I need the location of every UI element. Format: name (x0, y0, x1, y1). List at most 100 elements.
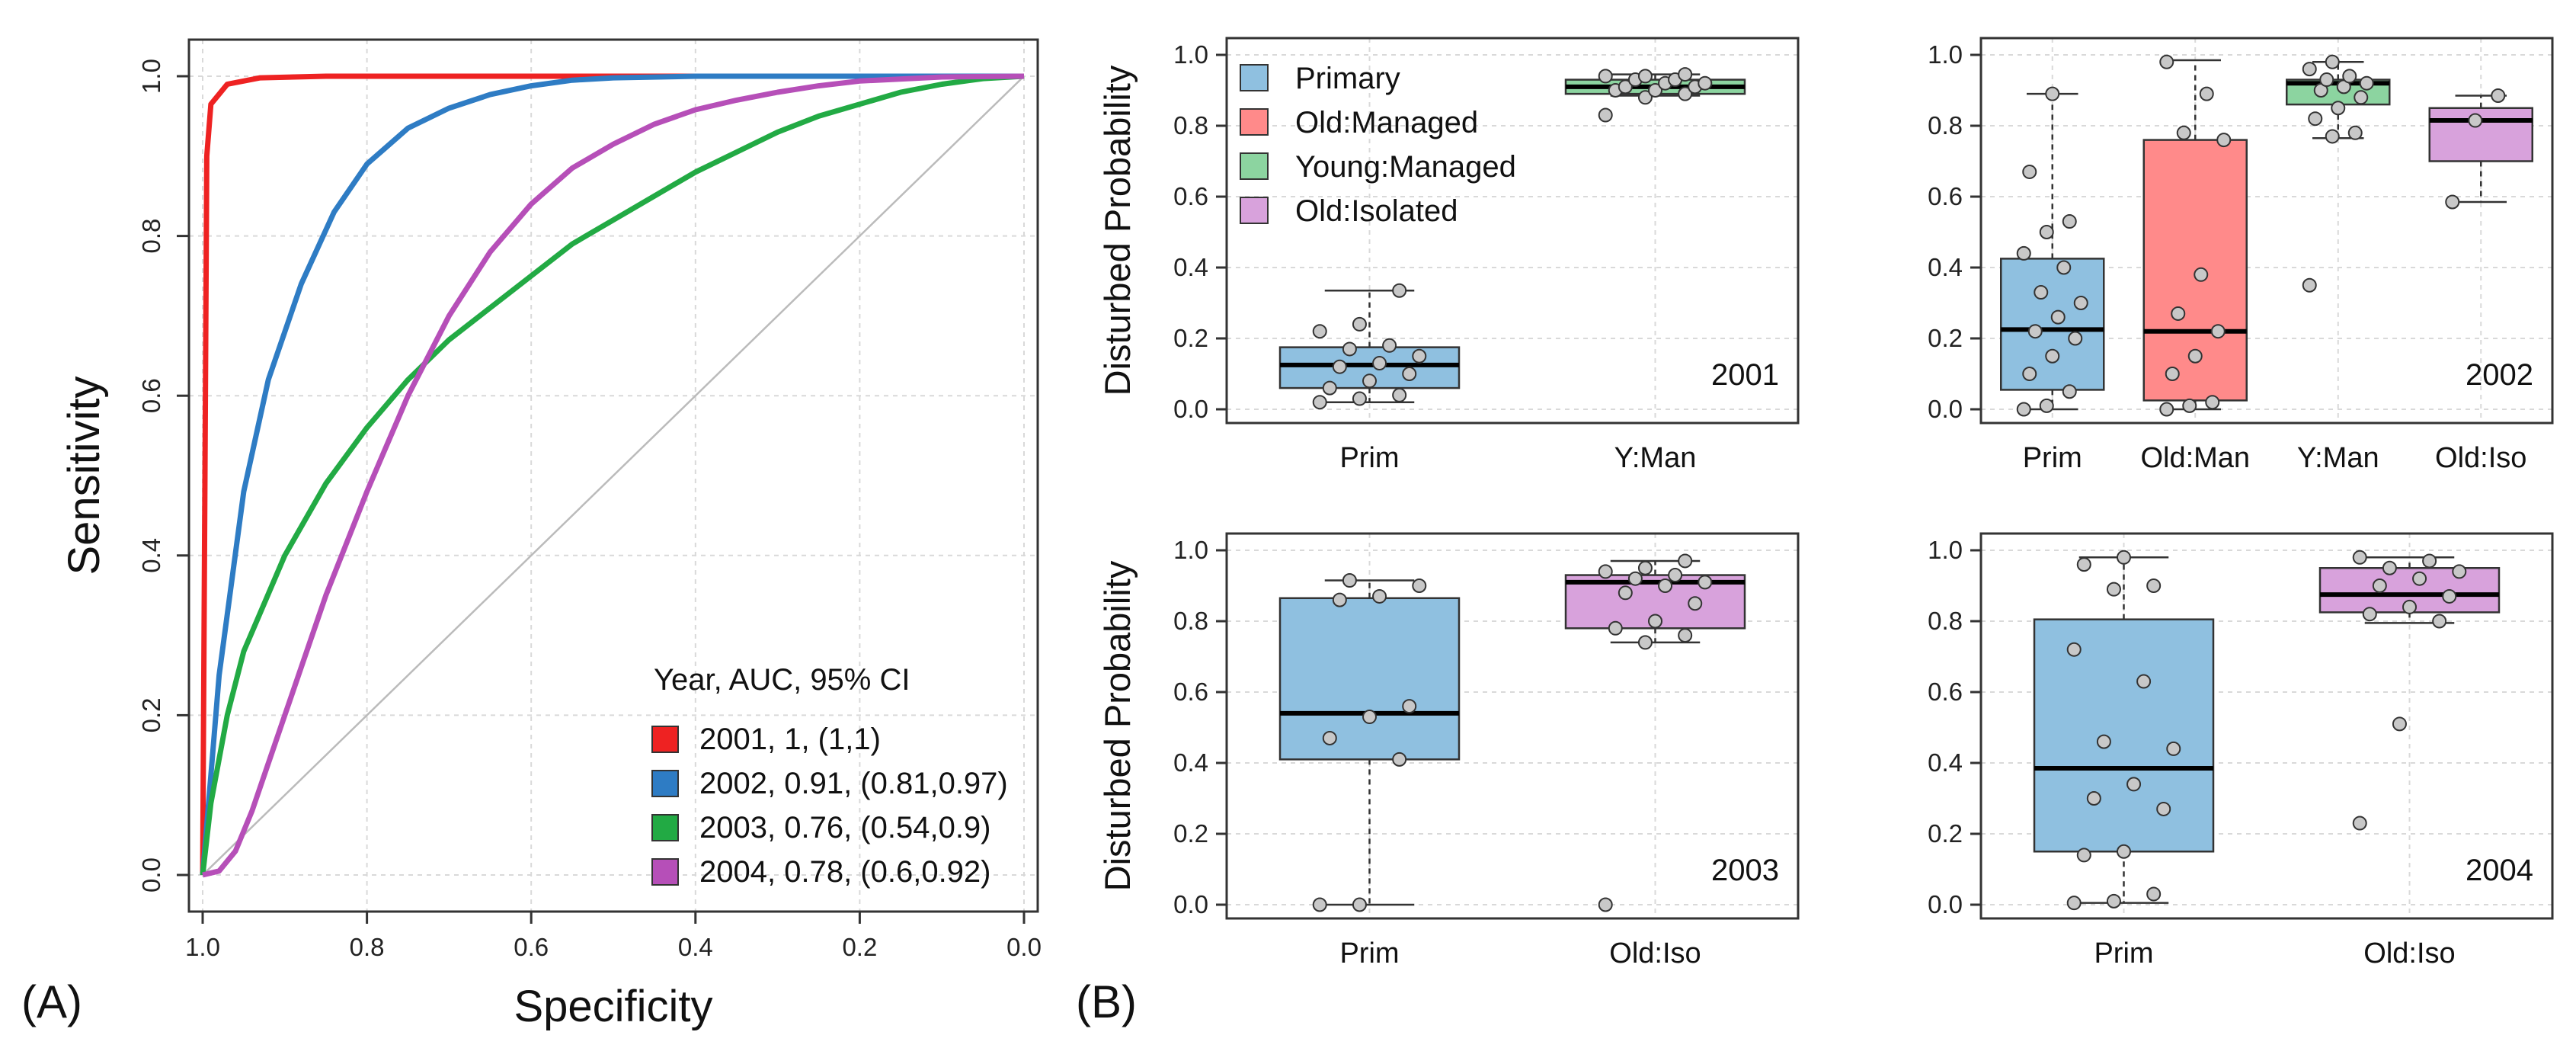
data-point (1392, 387, 1407, 402)
data-point (1382, 338, 1397, 353)
category-label-0: Prim (2094, 937, 2153, 969)
data-point (1678, 86, 1693, 101)
boxplot-2004: Prim Old:Iso 0.0 0.2 0.4 0.6 0.8 1.0 2004 (1928, 532, 2554, 969)
box-group-y-man (1564, 67, 1746, 123)
data-point (1342, 341, 1357, 357)
data-point (2073, 296, 2088, 310)
box-group-old-iso (2318, 550, 2501, 831)
category-label-2: Y:Man (2297, 442, 2379, 474)
y-tick-label-2: 0.4 (1928, 748, 1963, 777)
data-point (2066, 642, 2082, 657)
data-point (1698, 75, 1713, 91)
data-point (1312, 897, 1327, 912)
y-tick-label-5: 1.0 (1928, 536, 1963, 564)
legend-entry-3: 2004, 0.78, (0.6,0.92) (699, 855, 991, 889)
data-point (2106, 582, 2121, 597)
y-tick-label-5: 1.0 (1173, 40, 1208, 69)
data-point (2182, 398, 2197, 413)
data-point (2354, 90, 2369, 105)
data-point (1618, 585, 1633, 601)
legend-swatch-3 (1240, 197, 1269, 224)
data-point (1688, 596, 1703, 611)
y-tick-label-4: 0.8 (1173, 607, 1208, 635)
box-group-old-iso (2428, 88, 2533, 210)
legend-swatch-0 (1240, 64, 1269, 91)
box-group-prim (1278, 573, 1461, 912)
y-tick-label-1: 0.2 (1928, 324, 1963, 352)
data-point (2050, 309, 2066, 325)
box-group-old-iso (1564, 553, 1746, 912)
data-point (2362, 607, 2377, 622)
data-point (1648, 614, 1662, 629)
data-point (2062, 384, 2077, 399)
box-group-old-man (2142, 54, 2248, 417)
iqr-box (2033, 618, 2215, 853)
y-tick-label-3: 0.6 (1928, 182, 1963, 210)
category-label-1: Y:Man (1614, 442, 1697, 474)
data-point (2468, 113, 2483, 128)
data-point (2347, 125, 2363, 140)
data-point (2392, 716, 2407, 732)
data-point (1412, 578, 1427, 593)
data-point (1352, 897, 1367, 912)
y-tick-label-3: 0.6 (1173, 678, 1208, 706)
panel-label-b: (B) (1076, 976, 1137, 1027)
plot-frame (1979, 37, 2554, 425)
data-point (1678, 67, 1693, 82)
legend-entry-0: 2001, 1, (1,1) (699, 723, 881, 756)
box-group-prim (1278, 283, 1461, 410)
data-point (1392, 283, 1407, 298)
y-tick-label-1: 0.2 (1928, 819, 1963, 848)
data-point (2165, 367, 2180, 381)
data-point (2187, 348, 2203, 364)
data-point (2205, 395, 2220, 410)
iqr-box (2000, 258, 2105, 391)
data-point (1658, 578, 1673, 593)
data-point (1312, 324, 1327, 339)
data-point (2432, 614, 2447, 629)
data-point (1648, 83, 1662, 98)
data-point (2106, 893, 2121, 909)
plot-frame (1225, 37, 1800, 425)
data-point (1637, 90, 1653, 105)
data-point (2068, 331, 2083, 346)
data-point (2027, 324, 2043, 339)
data-point (2445, 194, 2460, 210)
data-point (1392, 752, 1407, 767)
data-point (2325, 54, 2340, 69)
data-point (2016, 402, 2031, 417)
data-point (1678, 553, 1693, 569)
x-tick-label-3: 0.4 (678, 933, 713, 961)
y-tick-label-3: 0.6 (137, 378, 165, 413)
roc-curve-2 (200, 73, 1025, 876)
x-tick-label-4: 0.2 (842, 933, 877, 961)
data-point (2136, 674, 2152, 689)
data-point (2302, 62, 2317, 77)
data-point (2039, 398, 2054, 413)
data-point (2216, 133, 2232, 148)
data-point (1362, 373, 1377, 389)
data-point (2171, 306, 2186, 321)
data-point (2359, 75, 2374, 91)
y-axis-title: Disturbed Probability (1097, 65, 1138, 396)
data-point (2491, 88, 2506, 103)
data-point (2352, 550, 2367, 565)
legend-entry-1: Old:Managed (1295, 106, 1478, 139)
y-tick-label-0: 0.0 (1173, 395, 1208, 423)
year-label: 2001 (1711, 358, 1779, 392)
legend-swatch-2 (651, 814, 679, 841)
y-axis-title: Disturbed Probability (1097, 560, 1138, 891)
data-point (1362, 710, 1377, 725)
data-point (1698, 575, 1713, 590)
data-point (1627, 571, 1643, 586)
data-point (1312, 395, 1327, 410)
legend-swatch-2 (1240, 152, 1269, 180)
year-label: 2004 (2466, 854, 2533, 887)
y-tick-label-3: 0.6 (1928, 678, 1963, 706)
data-point (2352, 816, 2367, 831)
data-point (1322, 730, 1337, 745)
panel-label-a: (A) (21, 976, 82, 1027)
data-point (2302, 277, 2317, 293)
data-point (2146, 886, 2162, 902)
